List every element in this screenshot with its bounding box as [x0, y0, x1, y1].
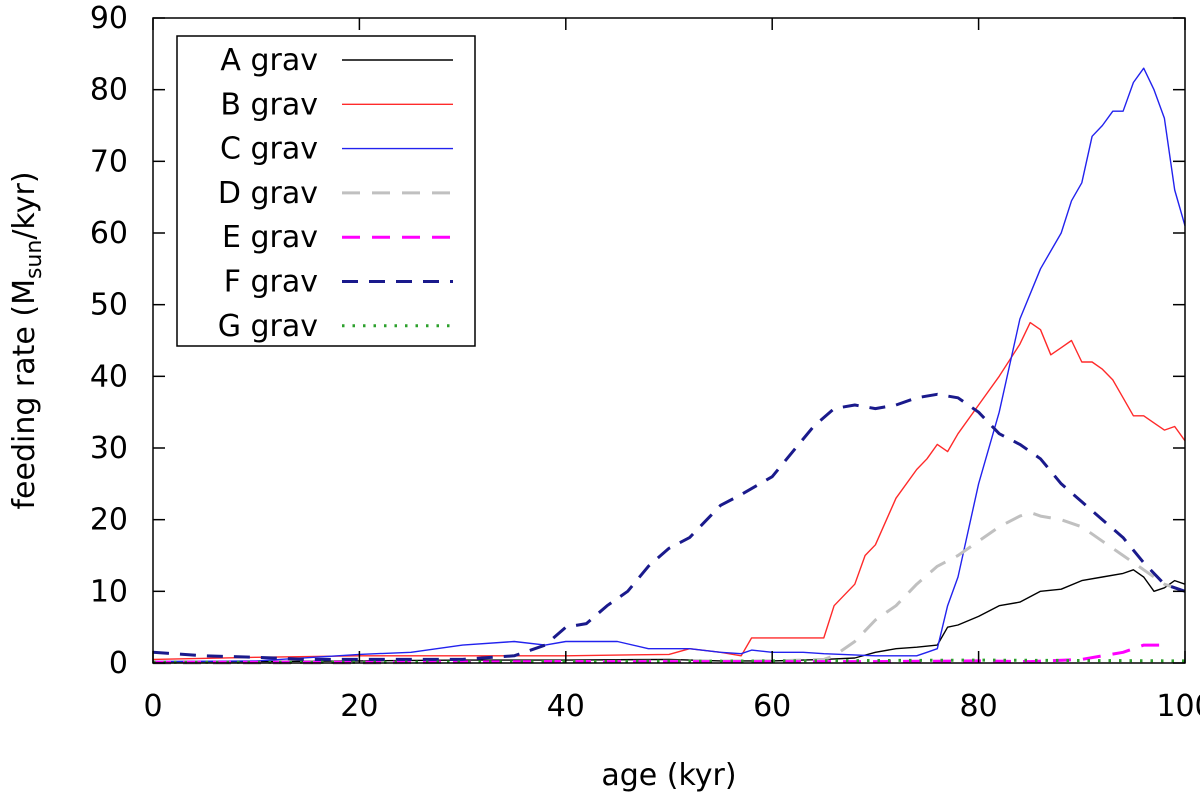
- y-tick-label: 0: [109, 646, 128, 681]
- series-line-g-grav: [153, 658, 1186, 664]
- x-tick-label: 40: [547, 689, 585, 724]
- y-tick-label: 90: [90, 1, 128, 36]
- legend-label: F grav: [224, 265, 318, 300]
- y-tick-label: 70: [90, 144, 128, 179]
- y-axis-title-suffix: /kyr): [7, 171, 42, 239]
- y-tick-label: 30: [90, 431, 128, 466]
- x-tick-label: 20: [340, 689, 378, 724]
- y-tick-label: 60: [90, 216, 128, 251]
- legend-label: B grav: [220, 87, 318, 122]
- legend-label: D grav: [218, 176, 318, 211]
- y-tick-label: 80: [90, 73, 128, 108]
- legend: A grav B grav C grav D grav E grav F grav G gr…: [176, 35, 476, 347]
- y-tick-label: 10: [90, 574, 128, 609]
- legend-label: E grav: [222, 220, 318, 255]
- x-tick-label: 100: [1156, 689, 1200, 724]
- series-line-a-grav: [153, 569, 1186, 663]
- x-tick-label: 80: [960, 689, 998, 724]
- y-axis-title-prefix: feeding rate (M: [7, 279, 42, 510]
- legend-label: A grav: [220, 43, 318, 78]
- series-line-f-grav: [152, 392, 1186, 661]
- y-axis-title-subscript: sun: [22, 240, 47, 279]
- y-axis-title: feeding rate (Msun/kyr): [7, 171, 47, 509]
- series-line-c-grav: [152, 67, 1186, 663]
- plot-frame: [152, 17, 1186, 664]
- y-tick-label: 50: [90, 288, 128, 323]
- legend-label: C grav: [220, 132, 318, 167]
- x-tick-label: 60: [753, 689, 791, 724]
- x-axis-title: age (kyr): [601, 758, 736, 793]
- series-layer: [152, 67, 1186, 665]
- legend-label: G grav: [218, 309, 318, 344]
- legend-box: [176, 35, 476, 347]
- y-tick-label: 40: [90, 359, 128, 394]
- x-tick-label: 0: [143, 689, 162, 724]
- y-tick-label: 20: [90, 503, 128, 538]
- ticks-layer: 0 20 40 60 80 100 0 10 20 30 40 50 60 70 80 90: [90, 1, 1200, 724]
- series-line-e-grav: [153, 643, 1165, 664]
